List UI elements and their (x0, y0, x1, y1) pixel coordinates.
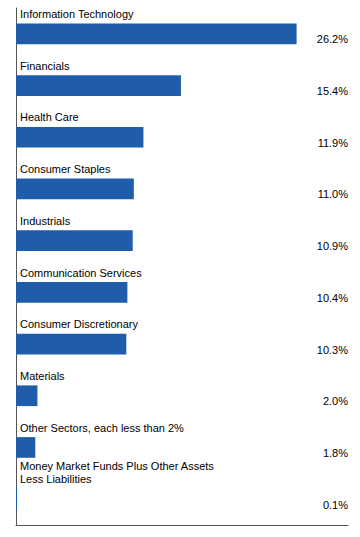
svg-text:Materials: Materials (20, 370, 65, 382)
svg-text:Industrials: Industrials (20, 215, 71, 227)
svg-text:Other Sectors, each less than: Other Sectors, each less than 2% (20, 422, 184, 434)
svg-text:11.0%: 11.0% (318, 188, 349, 200)
svg-text:11.9%: 11.9% (318, 137, 349, 149)
svg-text:Financials: Financials (20, 60, 70, 72)
svg-text:15.4%: 15.4% (317, 85, 348, 97)
svg-text:0.1%: 0.1% (323, 499, 348, 511)
svg-text:26.2%: 26.2% (317, 33, 348, 45)
svg-text:Less Liabilities: Less Liabilities (20, 473, 92, 485)
svg-text:Information Technology: Information Technology (20, 8, 134, 20)
svg-text:Money Market Funds Plus Other: Money Market Funds Plus Other Assets (20, 460, 214, 472)
svg-text:2.0%: 2.0% (323, 395, 348, 407)
svg-text:10.9%: 10.9% (317, 240, 348, 252)
svg-text:1.8%: 1.8% (323, 447, 348, 459)
svg-text:10.4%: 10.4% (317, 292, 348, 304)
svg-text:Health Care: Health Care (20, 111, 79, 123)
svg-text:Consumer Discretionary: Consumer Discretionary (20, 318, 138, 330)
svg-text:Communication Services: Communication Services (20, 267, 142, 279)
svg-text:Consumer Staples: Consumer Staples (20, 163, 111, 175)
svg-text:10.3%: 10.3% (317, 344, 348, 356)
